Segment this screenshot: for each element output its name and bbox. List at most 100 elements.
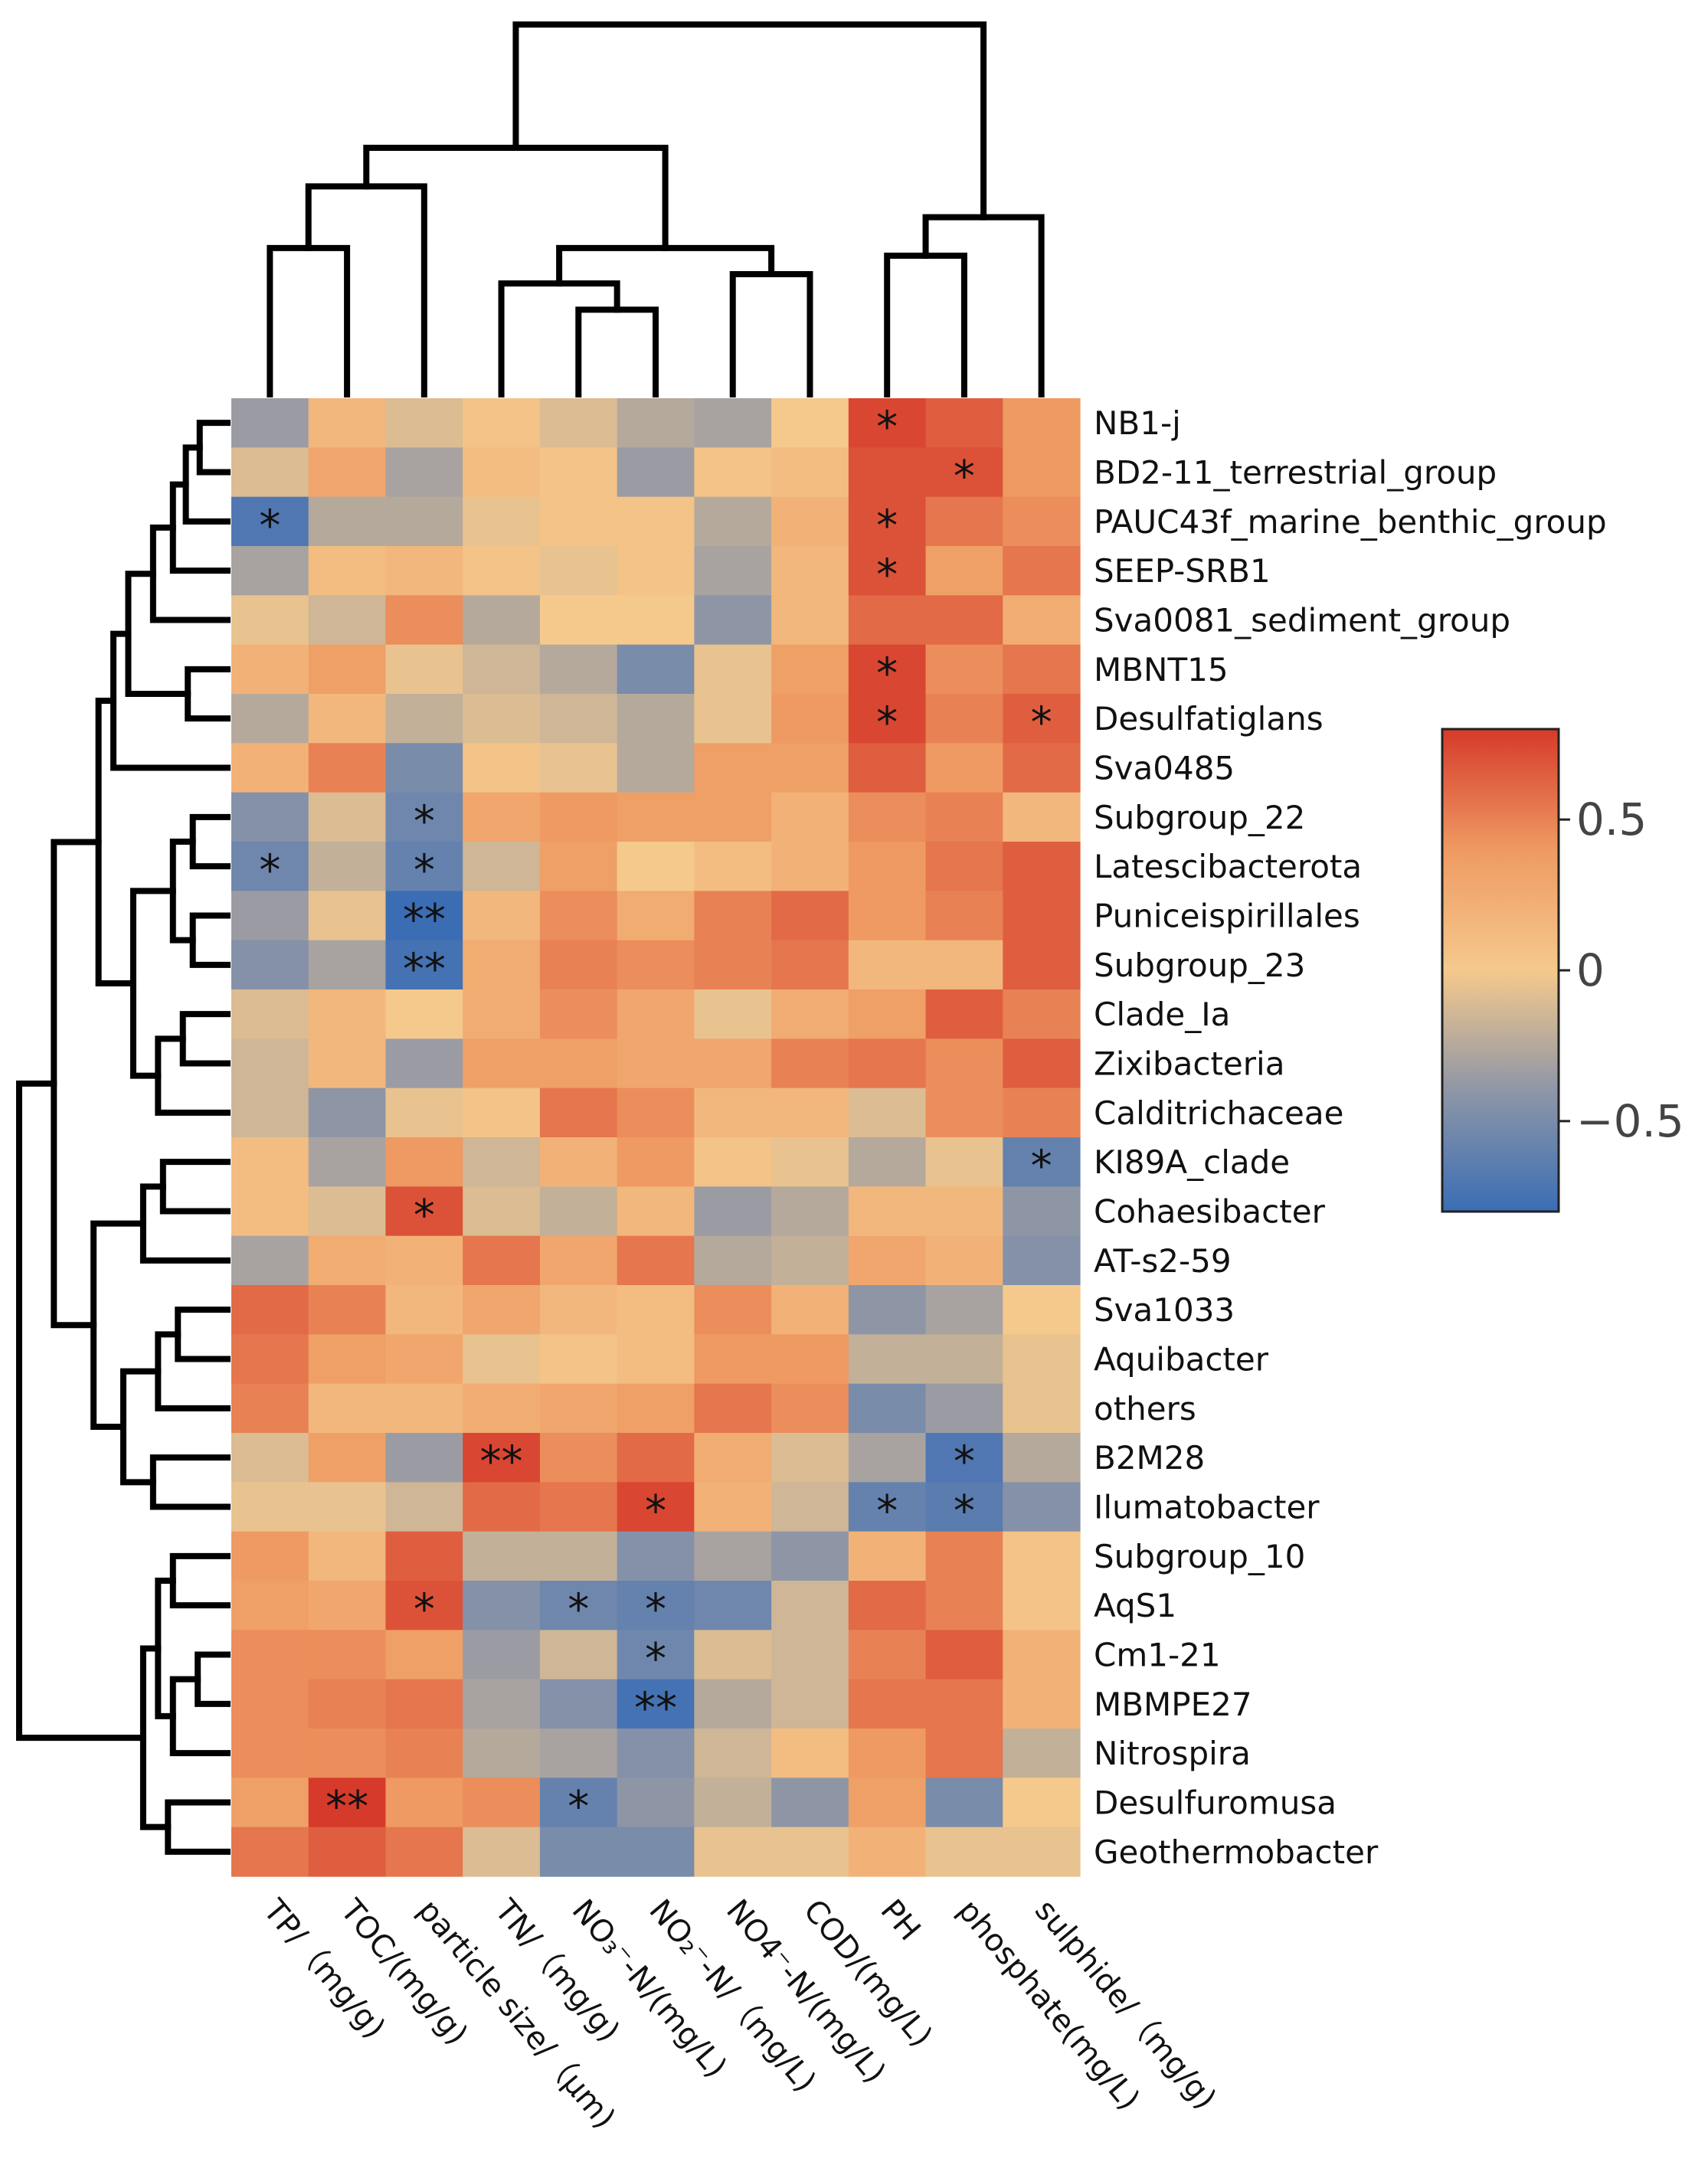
heatmap-cell-Sva0081_sediment_group-6 [694,595,772,646]
heatmap-cell-Cohaesibacter-10 [1003,1186,1081,1237]
heatmap-cell-Sva0081_sediment_group-9 [925,595,1003,646]
heatmap-cell-KI89A_clade-2 [385,1137,463,1187]
heatmap-cell-others-6 [694,1383,772,1434]
heatmap-cell-Latescibacterota-6 [694,842,772,891]
heatmap-cell-Geothermobacter-8 [848,1827,927,1877]
heatmap-cell-BD2-11_terrestrial_group-3 [463,447,541,498]
heatmap-cell-Subgroup_22-3 [463,792,541,842]
row-label: Nitrospira [1094,1735,1251,1772]
heatmap-cell-Cohaesibacter-7 [771,1186,849,1237]
significance-star: * [259,501,280,551]
significance-markers: *** **** *** ********* ** * ** * ****** * [259,403,1052,1832]
heatmap-cell-Cm1-21-0 [231,1630,309,1680]
heatmap-cell-Sva0485-0 [231,743,309,793]
heatmap-cell-Ilumatobacter-5 [617,1482,695,1532]
heatmap-cell-BD2-11_terrestrial_group-2 [385,447,463,498]
heatmap-cell-B2M28-10 [1003,1433,1081,1483]
column-label: PH [874,1893,928,1948]
heatmap-cell-NB1-j-0 [231,398,309,448]
heatmap-cell-others-1 [308,1383,387,1434]
heatmap-cell-Subgroup_10-5 [617,1531,695,1581]
heatmap-cell-KI89A_clade-3 [463,1137,541,1187]
heatmap-cell-B2M28-6 [694,1433,772,1483]
heatmap-cell-Subgroup_10-7 [771,1531,849,1581]
heatmap-cell-Subgroup_10-4 [539,1531,618,1581]
heatmap-cell-Aquibacter-0 [231,1334,309,1385]
heatmap-cell-AT-s2-59-6 [694,1235,772,1286]
heatmap-cell-Calditrichaceae-7 [771,1088,849,1138]
heatmap-cell-Sva0081_sediment_group-7 [771,595,849,646]
heatmap-cell-Nitrospira-8 [848,1729,927,1778]
heatmap-cell-AqS1-5 [617,1581,695,1630]
row-label: KI89A_clade [1094,1143,1290,1181]
significance-star: * [876,649,898,698]
heatmap-cell-Desulfatiglans-4 [539,694,618,744]
heatmap-cell-Nitrospira-0 [231,1729,309,1778]
heatmap-cell-Desulfuromusa-1 [308,1778,387,1828]
heatmap-cell-Geothermobacter-0 [231,1827,309,1877]
heatmap-cell-MBMPE27-3 [463,1679,541,1729]
heatmap-cell-BD2-11_terrestrial_group-8 [848,447,927,498]
heatmap-cell-Cohaesibacter-0 [231,1186,309,1237]
heatmap-cell-Aquibacter-9 [925,1334,1003,1385]
heatmap-cell-NB1-j-7 [771,398,849,448]
heatmap-cell-Aquibacter-10 [1003,1334,1081,1385]
heatmap-cell-Ilumatobacter-1 [308,1482,387,1532]
significance-star: * [259,846,280,896]
heatmap-cell-AqS1-6 [694,1581,772,1630]
heatmap-cell-Subgroup_23-5 [617,940,695,990]
heatmap-cell-SEEP-SRB1-9 [925,546,1003,596]
heatmap-cell-Cohaesibacter-6 [694,1186,772,1237]
significance-star: * [876,403,898,453]
heatmap-cell-Aquibacter-2 [385,1334,463,1385]
heatmap-cell-MBNT15-3 [463,644,541,695]
heatmap-cell-Desulfatiglans-10 [1003,694,1081,744]
heatmap-cell-Cm1-21-9 [925,1630,1003,1680]
heatmap-cell-Sva0485-7 [771,743,849,793]
row-label: Desulfatiglans [1094,700,1324,738]
heatmap-cell-AqS1-2 [385,1581,463,1630]
heatmap-cell-Geothermobacter-4 [539,1827,618,1877]
heatmap-cell-KI89A_clade-8 [848,1137,927,1187]
dendrogram-link [196,420,231,476]
heatmap-cell-Calditrichaceae-0 [231,1088,309,1138]
heatmap-cell-Sva0485-1 [308,743,387,793]
heatmap-cell-NB1-j-10 [1003,398,1081,448]
heatmap-cell-Calditrichaceae-6 [694,1088,772,1138]
heatmap-cell-Ilumatobacter-0 [231,1482,309,1532]
dendrogram-link [129,888,176,1079]
dendrogram-link [139,1183,231,1264]
heatmap-cell-MBNT15-10 [1003,644,1081,695]
significance-star: * [414,796,435,846]
row-label: PAUC43f_marine_benthic_group [1094,503,1607,541]
significance-star: * [414,846,435,896]
heatmap-cell-Aquibacter-5 [617,1334,695,1385]
heatmap-cell-Ilumatobacter-10 [1003,1482,1081,1532]
row-label: MBMPE27 [1094,1686,1252,1723]
heatmap-cell-Desulfatiglans-3 [463,694,541,744]
dendrogram-link [498,280,620,397]
heatmap-cell-KI89A_clade-5 [617,1137,695,1187]
heatmap-cell-Sva1033-8 [848,1285,927,1335]
dendrogram-link [575,306,659,397]
significance-star: * [568,1782,589,1832]
heatmap-cell-Clade_Ia-4 [539,989,618,1039]
heatmap-cell-Puniceispirillales-0 [231,891,309,941]
heatmap-cell-Desulfatiglans-0 [231,694,309,744]
heatmap-cell-AT-s2-59-9 [925,1235,1003,1286]
heatmap-cell-Desulfuromusa-7 [771,1778,849,1828]
row-label: AT-s2-59 [1094,1242,1232,1280]
heatmap-cell-Sva0485-3 [463,743,541,793]
heatmap-cell-AqS1-0 [231,1581,309,1630]
heatmap-cell-Subgroup_10-8 [848,1531,927,1581]
heatmap-cell-MBNT15-5 [617,644,695,695]
significance-star: * [876,698,898,748]
heatmap-cell-PAUC43f_marine_benthic_group-6 [694,496,772,547]
significance-star: ** [403,944,446,994]
heatmap-cell-MBMPE27-0 [231,1679,309,1729]
heatmap-cell-Clade_Ia-0 [231,989,309,1039]
heatmap-cell-AT-s2-59-7 [771,1235,849,1286]
heatmap-cell-Desulfuromusa-5 [617,1778,695,1828]
heatmap-cell-B2M28-1 [308,1433,387,1483]
heatmap-cell-Sva0485-6 [694,743,772,793]
